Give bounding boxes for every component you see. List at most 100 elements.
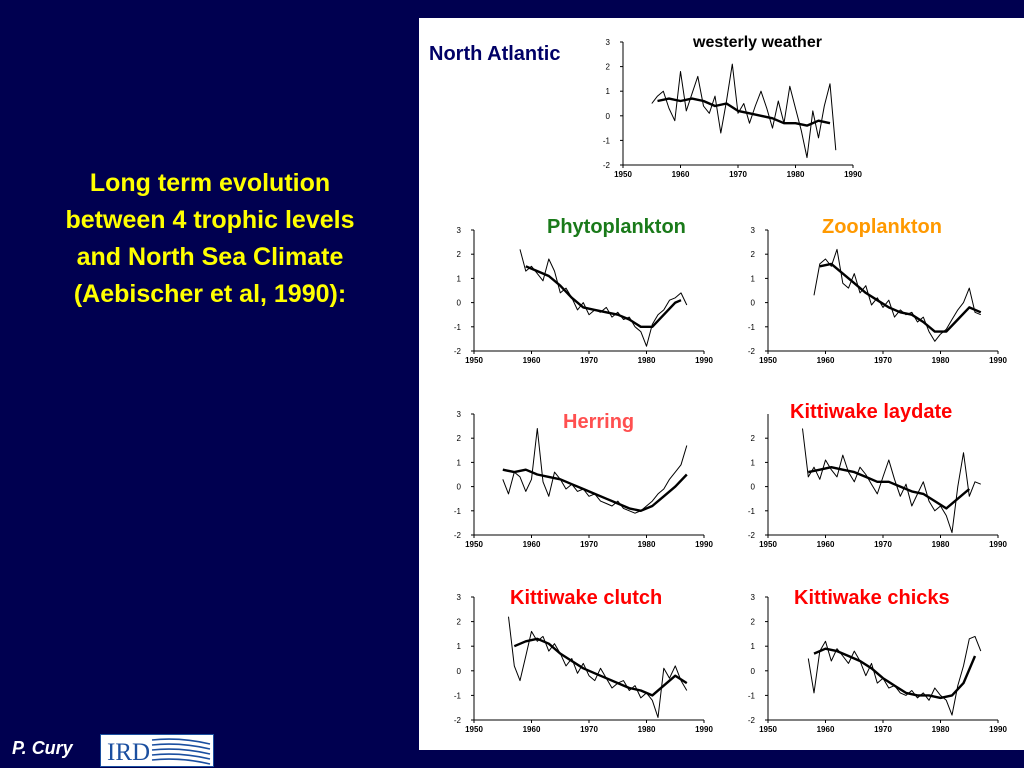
x-tick-label: 1970 [874, 356, 892, 365]
title-line: and North Sea Climate [76, 243, 344, 271]
y-tick-label: 2 [457, 250, 462, 259]
y-tick-label: -2 [454, 347, 462, 356]
y-tick-label: -2 [454, 716, 462, 725]
y-tick-label: -1 [454, 691, 462, 700]
x-tick-label: 1950 [465, 540, 483, 549]
y-tick-label: 2 [751, 434, 756, 443]
footer-author: P. Cury [12, 738, 73, 758]
x-tick-label: 1960 [523, 725, 541, 734]
x-tick-label: 1980 [932, 540, 950, 549]
x-tick-label: 1960 [817, 540, 835, 549]
annual-series-line [807, 635, 982, 716]
x-tick-label: 1980 [932, 356, 950, 365]
x-tick-label: 1970 [874, 540, 892, 549]
x-tick-label: 1980 [932, 725, 950, 734]
x-tick-label: 1970 [874, 725, 892, 734]
figure-panel: 3 2 1 0 -1 -2 1950 1960 1970 1980 1990 3 2 1 0 -1 -2 1950… [419, 18, 1024, 750]
smoothed-series-line [513, 637, 688, 697]
slide-title: Long term evolution between 4 trophic le… [10, 165, 410, 313]
x-tick-label: 1950 [759, 540, 777, 549]
x-tick-label: 1960 [817, 356, 835, 365]
title-line: (Aebischer et al, 1990): [73, 280, 347, 308]
ird-logo: IRD [100, 734, 214, 767]
herring-label: Herring [563, 411, 635, 433]
x-tick-label: 1980 [638, 725, 656, 734]
y-tick-label: -2 [748, 347, 756, 356]
smoothed-series-line [819, 262, 982, 333]
y-tick-label: -1 [454, 507, 462, 516]
x-tick-label: 1950 [759, 356, 777, 365]
x-tick-label: 1950 [614, 170, 632, 179]
smoothed-series-line [808, 466, 971, 510]
y-tick-label: 0 [751, 299, 756, 308]
x-tick-label: 1990 [695, 540, 713, 549]
westerly-weather-label: westerly weather [693, 34, 822, 51]
x-tick-label: 1990 [844, 170, 862, 179]
y-tick-label: -2 [748, 531, 756, 540]
smoothed-series-line [813, 647, 977, 700]
y-tick-label: 3 [457, 226, 462, 235]
y-tick-label: 0 [751, 667, 756, 676]
y-tick-label: 2 [751, 618, 756, 627]
annual-series-line [813, 248, 981, 342]
north-atlantic-label: North Atlantic [429, 43, 561, 65]
x-tick-label: 1980 [638, 356, 656, 365]
x-tick-label: 1960 [523, 540, 541, 549]
y-tick-label: -2 [748, 716, 756, 725]
y-tick-label: 3 [457, 410, 462, 419]
title-line: Long term evolution [89, 169, 331, 197]
x-tick-label: 1960 [817, 725, 835, 734]
x-tick-label: 1980 [787, 170, 805, 179]
title-line: between 4 trophic levels [65, 206, 355, 234]
x-tick-label: 1950 [465, 356, 483, 365]
y-tick-label: 1 [457, 458, 462, 467]
x-tick-label: 1990 [989, 540, 1007, 549]
smoothed-series-line [657, 97, 831, 127]
x-tick-label: 1970 [580, 725, 598, 734]
y-tick-label: 2 [457, 618, 462, 627]
y-tick-label: 2 [457, 434, 462, 443]
y-tick-label: 1 [751, 642, 756, 651]
x-tick-label: 1990 [989, 356, 1007, 365]
y-tick-label: 0 [457, 299, 462, 308]
zooplankton-label: Zooplankton [822, 216, 942, 238]
ird-logo-text: IRD [107, 739, 150, 766]
annual-series-line [519, 249, 688, 347]
y-tick-label: 1 [751, 458, 756, 467]
x-tick-label: 1970 [729, 170, 747, 179]
x-tick-label: 1950 [465, 725, 483, 734]
x-tick-label: 1990 [695, 725, 713, 734]
x-tick-label: 1960 [523, 356, 541, 365]
kittiwake-clutch-label: Kittiwake clutch [510, 587, 663, 609]
y-tick-label: -1 [454, 323, 462, 332]
x-tick-label: 1950 [759, 725, 777, 734]
x-tick-label: 1970 [580, 540, 598, 549]
y-tick-label: -1 [748, 507, 756, 516]
y-tick-label: -1 [603, 136, 611, 145]
y-tick-label: 1 [457, 642, 462, 651]
y-tick-label: 2 [606, 63, 611, 72]
y-tick-label: -1 [748, 323, 756, 332]
y-tick-label: 2 [751, 250, 756, 259]
y-tick-label: 1 [606, 87, 611, 96]
phytoplankton-label: Phytoplankton [547, 216, 686, 238]
annual-series-line [802, 428, 981, 534]
x-tick-label: 1990 [695, 356, 713, 365]
kittiwake-laydate-label: Kittiwake laydate [790, 401, 953, 423]
x-tick-label: 1960 [672, 170, 690, 179]
y-tick-label: 3 [457, 593, 462, 602]
y-tick-label: 1 [457, 274, 462, 283]
smoothed-series-line [502, 468, 688, 512]
x-tick-label: 1980 [638, 540, 656, 549]
annual-series-line [508, 616, 688, 718]
y-tick-label: 1 [751, 274, 756, 283]
y-tick-label: -1 [748, 691, 756, 700]
